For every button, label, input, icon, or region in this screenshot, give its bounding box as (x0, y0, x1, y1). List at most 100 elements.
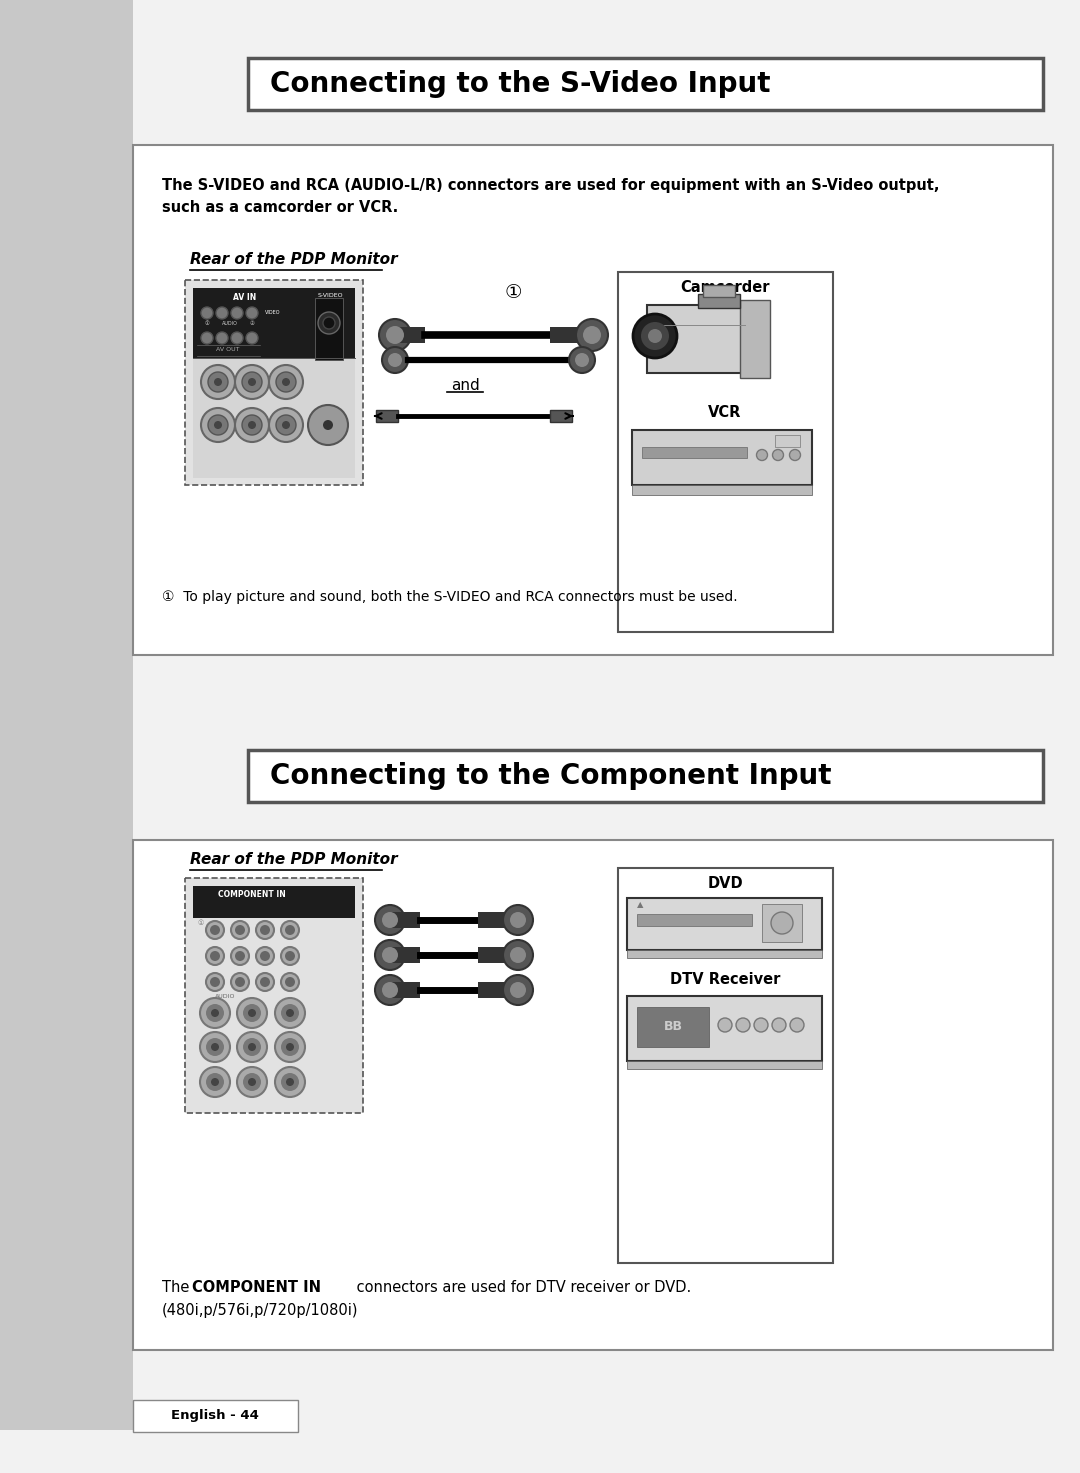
Circle shape (231, 331, 243, 345)
Text: AV OUT: AV OUT (216, 348, 240, 352)
Circle shape (210, 977, 220, 987)
Bar (627, 996, 822, 1061)
Bar (618, 868, 833, 1262)
Circle shape (282, 421, 291, 429)
Bar (0, 0, 133, 1430)
Text: Camcorder: Camcorder (680, 280, 770, 295)
Bar (618, 273, 833, 632)
Circle shape (379, 320, 411, 351)
Text: ▲: ▲ (637, 900, 644, 909)
Bar (642, 446, 747, 458)
Circle shape (382, 912, 399, 928)
Circle shape (323, 420, 333, 430)
Circle shape (772, 449, 783, 461)
Text: ①: ① (504, 283, 522, 302)
Circle shape (201, 408, 235, 442)
Text: (480i,p/576i,p/720p/1080i): (480i,p/576i,p/720p/1080i) (162, 1304, 359, 1318)
Text: English - 44: English - 44 (171, 1410, 259, 1423)
Text: AV IN: AV IN (233, 293, 257, 302)
Circle shape (201, 331, 213, 345)
Text: Rear of the PDP Monitor: Rear of the PDP Monitor (190, 252, 397, 267)
Circle shape (208, 415, 228, 435)
Bar (550, 327, 582, 343)
Bar (248, 57, 1043, 110)
Circle shape (286, 1078, 294, 1086)
Bar (647, 305, 745, 373)
Circle shape (242, 373, 262, 392)
Circle shape (575, 354, 589, 367)
Text: VCR: VCR (708, 405, 742, 420)
Bar (775, 435, 800, 446)
Bar (390, 947, 420, 963)
Circle shape (201, 365, 235, 399)
Circle shape (214, 379, 222, 386)
Circle shape (256, 921, 274, 938)
Text: DVD: DVD (707, 876, 743, 891)
Circle shape (382, 348, 408, 373)
Circle shape (286, 1043, 294, 1052)
Circle shape (375, 904, 405, 935)
Circle shape (216, 331, 228, 345)
Circle shape (231, 921, 249, 938)
Circle shape (323, 317, 335, 328)
Bar (478, 912, 508, 928)
Text: AUDIO: AUDIO (222, 321, 238, 326)
Circle shape (211, 1078, 219, 1086)
Circle shape (276, 415, 296, 435)
Bar (632, 430, 812, 485)
Circle shape (648, 328, 662, 343)
Bar (478, 982, 508, 999)
Circle shape (285, 977, 295, 987)
Circle shape (260, 925, 270, 935)
Bar (390, 982, 420, 999)
Text: COMPONENT IN: COMPONENT IN (192, 1280, 321, 1295)
Text: VIDEO: VIDEO (265, 311, 281, 315)
Bar (185, 878, 363, 1114)
Text: The S-VIDEO and RCA (AUDIO-L/R) connectors are used for equipment with an S-Vide: The S-VIDEO and RCA (AUDIO-L/R) connecto… (162, 178, 940, 193)
Bar (193, 885, 355, 918)
Circle shape (216, 306, 228, 320)
Text: connectors are used for DTV receiver or DVD.: connectors are used for DTV receiver or … (352, 1280, 691, 1295)
Bar (740, 300, 770, 379)
Circle shape (388, 354, 402, 367)
Circle shape (276, 373, 296, 392)
Text: The: The (162, 1280, 194, 1295)
Text: ①: ① (204, 321, 210, 326)
Circle shape (583, 326, 600, 345)
Circle shape (231, 306, 243, 320)
Circle shape (242, 415, 262, 435)
Circle shape (235, 952, 245, 960)
Bar (698, 295, 740, 308)
Circle shape (308, 405, 348, 445)
Bar (637, 915, 752, 927)
Circle shape (260, 977, 270, 987)
Bar (627, 899, 822, 950)
Circle shape (275, 1033, 305, 1062)
Text: and: and (450, 379, 480, 393)
Circle shape (206, 947, 224, 965)
Bar (478, 947, 508, 963)
Circle shape (282, 379, 291, 386)
Circle shape (281, 974, 299, 991)
Bar (637, 1008, 708, 1047)
Text: Rear of the PDP Monitor: Rear of the PDP Monitor (190, 851, 397, 868)
Circle shape (772, 1018, 786, 1033)
Circle shape (206, 974, 224, 991)
Circle shape (231, 974, 249, 991)
Circle shape (718, 1018, 732, 1033)
Text: ①  To play picture and sound, both the S-VIDEO and RCA connectors must be used.: ① To play picture and sound, both the S-… (162, 591, 738, 604)
Text: Connecting to the Component Input: Connecting to the Component Input (270, 762, 832, 790)
Circle shape (248, 421, 256, 429)
Circle shape (281, 1005, 299, 1022)
Circle shape (243, 1072, 261, 1091)
Circle shape (789, 449, 800, 461)
Circle shape (235, 977, 245, 987)
Circle shape (735, 1018, 750, 1033)
Circle shape (771, 912, 793, 934)
Circle shape (269, 365, 303, 399)
Bar (133, 144, 1053, 655)
Circle shape (237, 999, 267, 1028)
Circle shape (206, 1072, 224, 1091)
Circle shape (235, 365, 269, 399)
Circle shape (285, 952, 295, 960)
